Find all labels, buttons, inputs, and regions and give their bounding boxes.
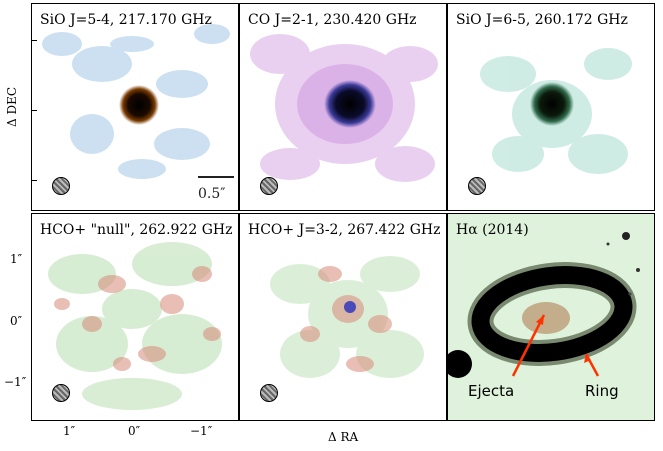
panel-sio-5-4: SiO J=5-4, 217.170 GHz 0.5″ [31,3,239,211]
panel-title: HCO+ "null", 262.922 GHz [40,222,233,238]
panel-co-2-1: CO J=2-1, 230.420 GHz [239,3,447,211]
x-tick-label: 1″ [63,424,76,438]
panel-hco-null: HCO+ "null", 262.922 GHz [31,213,239,421]
beam-ellipse [260,177,278,195]
beam-ellipse [52,177,70,195]
panel-title: SiO J=6-5, 260.172 GHz [456,12,628,28]
panel-title: HCO+ J=3-2, 267.422 GHz [248,222,441,238]
emission-map [240,4,446,210]
scale-bar-label: 0.5″ [198,186,226,202]
panel-title: CO J=2-1, 230.420 GHz [248,12,417,28]
emission-map [32,4,238,210]
y-tick-label: 0″ [10,314,23,328]
beam-ellipse [260,384,278,402]
ejecta-label: Ejecta [468,382,515,400]
beam-ellipse [52,384,70,402]
x-tick-label: 0″ [128,424,141,438]
y-tick-label: 1″ [10,252,23,266]
panel-sio-6-5: SiO J=6-5, 260.172 GHz [447,3,655,211]
panel-hco-3-2: HCO+ J=3-2, 267.422 GHz [239,213,447,421]
halpha-image [448,214,654,420]
panel-halpha: Hα (2014) Ejecta Ring [447,213,655,421]
emission-map [448,4,654,210]
ring-label: Ring [585,382,619,400]
panel-title: Hα (2014) [456,222,529,238]
x-tick-label: −1″ [190,424,213,438]
y-tick-label: −1″ [4,375,27,389]
x-axis-label: Δ RA [328,430,359,444]
beam-ellipse [468,177,486,195]
panel-title: SiO J=5-4, 217.170 GHz [40,12,212,28]
scale-bar [198,176,234,178]
y-axis-label: Δ DEC [5,86,20,128]
